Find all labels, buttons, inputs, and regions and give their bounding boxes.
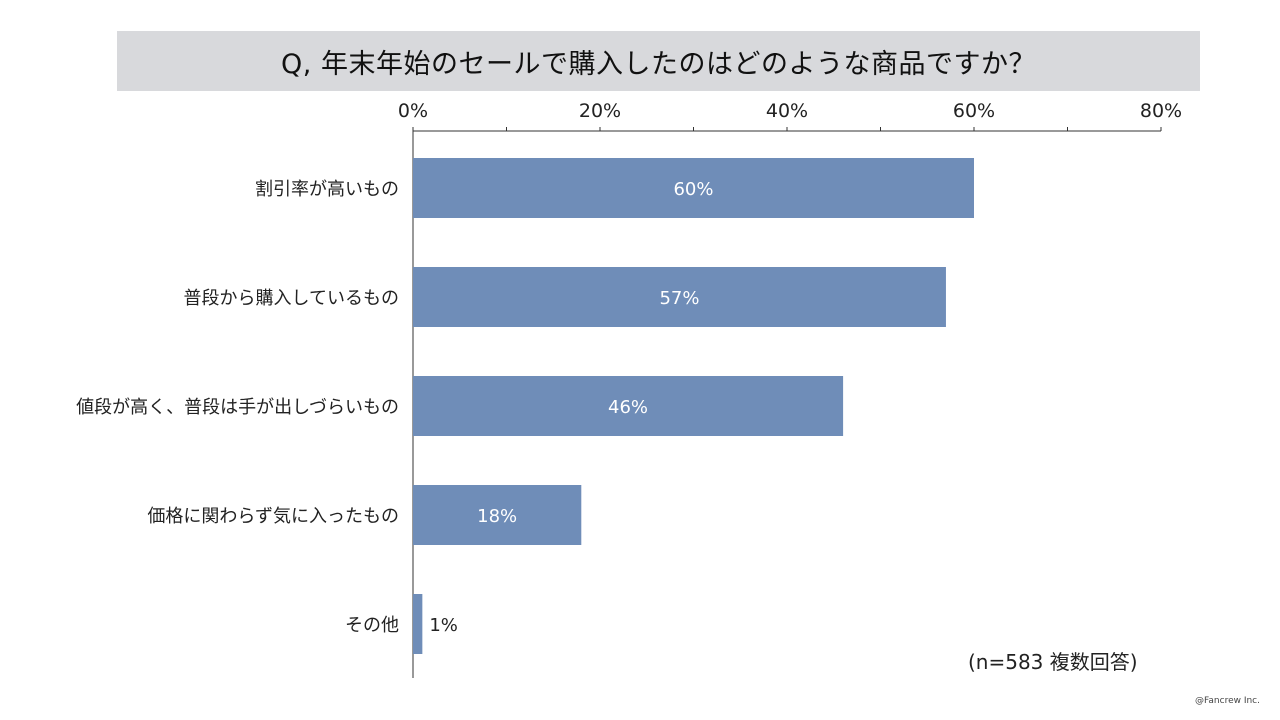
category-label: その他 [345, 615, 399, 636]
category-label: 値段が高く、普段は手が出しづらいもの [76, 397, 399, 418]
value-label: 18% [477, 506, 517, 527]
x-tick-label: 80% [1140, 100, 1182, 122]
category-label: 普段から購入しているもの [184, 288, 399, 309]
value-label: 60% [673, 179, 713, 200]
x-tick-label: 60% [953, 100, 995, 122]
x-tick-label: 20% [579, 100, 621, 122]
category-label: 価格に関わらず気に入ったもの [147, 506, 399, 527]
bar [413, 594, 423, 654]
value-label: 57% [659, 288, 699, 309]
bar [413, 158, 974, 218]
value-label: 1% [429, 615, 458, 636]
title-bar: Q, 年末年始のセールで購入したのはどのような商品ですか？ [117, 31, 1200, 91]
bar [413, 376, 844, 436]
sample-note: (n=583 複数回答) [968, 650, 1138, 674]
chart-title: Q, 年末年始のセールで購入したのはどのような商品ですか？ [281, 48, 1036, 80]
category-label: 割引率が高いもの [255, 179, 399, 200]
credit-text: @Fancrew Inc. [1195, 696, 1260, 706]
bar [413, 267, 946, 327]
value-label: 46% [608, 397, 648, 418]
x-tick-label: 40% [766, 100, 808, 122]
x-tick-label: 0% [398, 100, 428, 122]
bar [413, 485, 582, 545]
